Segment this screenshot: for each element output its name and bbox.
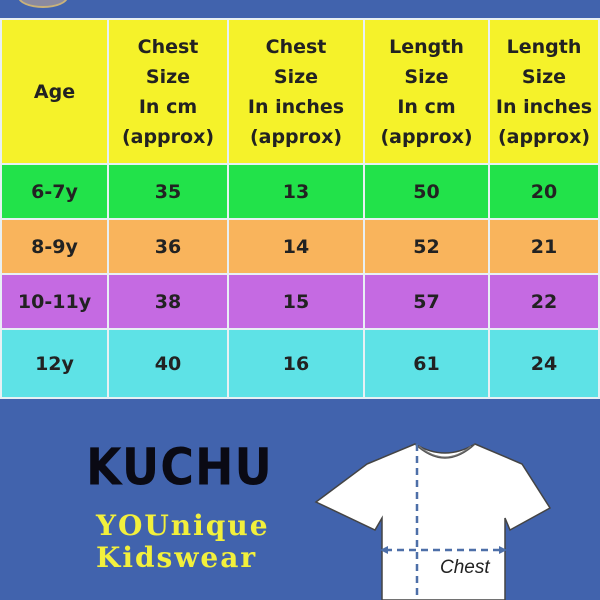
table-row: 10-11y 38 15 57 22 <box>0 273 600 330</box>
chest-label: Chest <box>440 557 490 578</box>
brand-logo: KUCHU <box>86 437 273 497</box>
cell: 15 <box>227 273 365 330</box>
header-length-in: Length Size In inches (approx) <box>488 18 600 165</box>
cell: 20 <box>488 163 600 220</box>
table-row: 6-7y 35 13 50 20 <box>0 163 600 220</box>
brand-tagline: YOUnique Kidswear <box>96 509 270 574</box>
cell: 16 <box>227 328 365 399</box>
header-age: Age <box>0 18 109 165</box>
cell-age: 6-7y <box>0 163 109 220</box>
logo-badge <box>18 0 68 8</box>
cell-age: 12y <box>0 328 109 399</box>
cell: 38 <box>107 273 229 330</box>
header-chest-cm: Chest Size In cm (approx) <box>107 18 229 165</box>
cell: 21 <box>488 218 600 275</box>
tshirt-diagram-icon <box>314 443 552 600</box>
size-chart-table: Age Chest Size In cm (approx) Chest Size In i… <box>0 18 600 399</box>
cell: 50 <box>363 163 490 220</box>
header-length-cm: Length Size In cm (approx) <box>363 18 490 165</box>
cell: 40 <box>107 328 229 399</box>
table-row: 12y 40 16 61 24 <box>0 328 600 399</box>
cell: 36 <box>107 218 229 275</box>
cell: 57 <box>363 273 490 330</box>
table-row: 8-9y 36 14 52 21 <box>0 218 600 275</box>
cell: 13 <box>227 163 365 220</box>
cell: 14 <box>227 218 365 275</box>
cell: 35 <box>107 163 229 220</box>
header-chest-in: Chest Size In inches (approx) <box>227 18 365 165</box>
cell-age: 8-9y <box>0 218 109 275</box>
cell: 22 <box>488 273 600 330</box>
cell: 24 <box>488 328 600 399</box>
cell: 52 <box>363 218 490 275</box>
table-header-row: Age Chest Size In cm (approx) Chest Size In i… <box>0 18 600 165</box>
cell: 61 <box>363 328 490 399</box>
cell-age: 10-11y <box>0 273 109 330</box>
